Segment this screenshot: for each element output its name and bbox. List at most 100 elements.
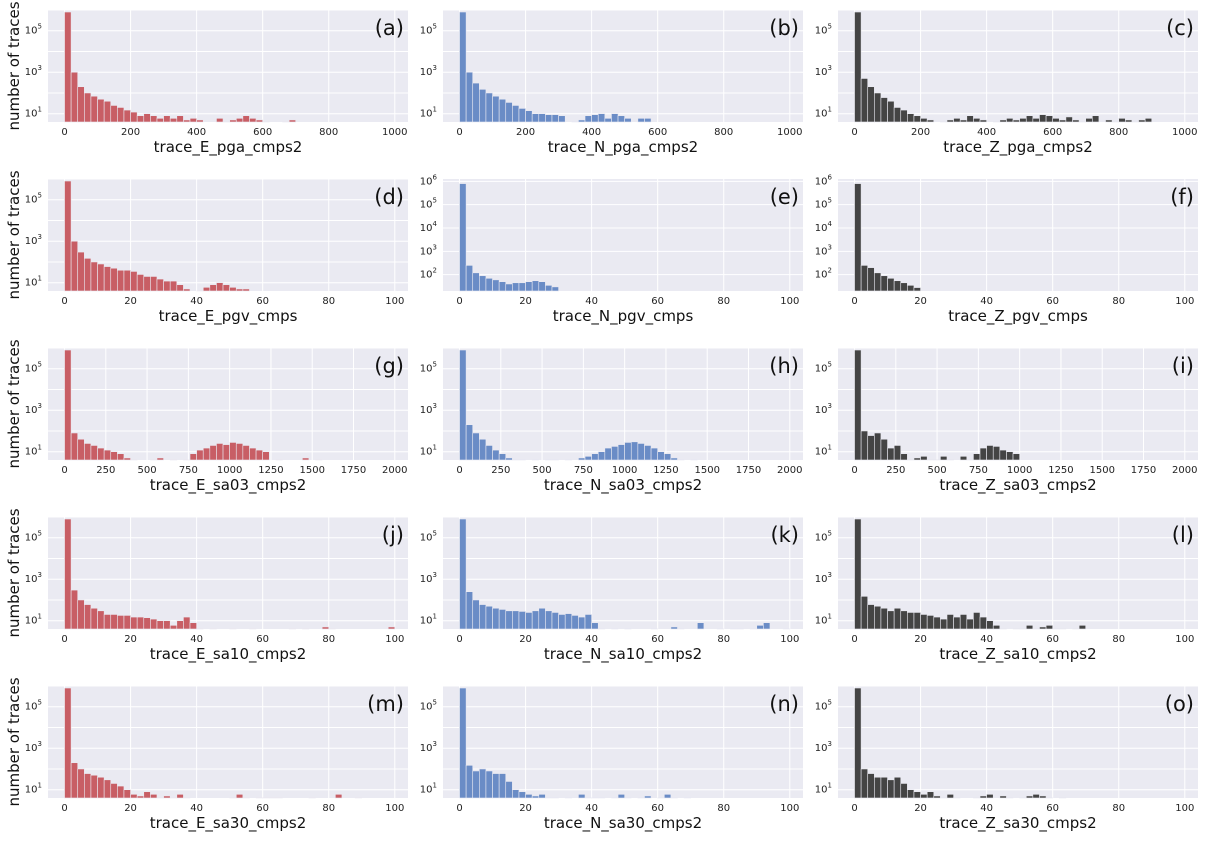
y-tick-exponent: 5 xyxy=(433,197,437,205)
histogram-bar xyxy=(1025,625,1034,630)
histogram-bar xyxy=(538,607,546,630)
x-tick-label: 500 xyxy=(138,465,157,476)
plot-area xyxy=(48,686,408,798)
x-tick-label: 0 xyxy=(851,127,857,138)
histogram-bar xyxy=(973,118,981,123)
histogram-bar xyxy=(860,596,869,630)
histogram-bar xyxy=(525,281,533,292)
y-tick-label: 104 xyxy=(420,220,438,234)
x-tick-label: 20 xyxy=(124,634,137,645)
histogram-bar xyxy=(465,765,474,799)
histogram-bar xyxy=(249,118,257,123)
histogram-bar xyxy=(973,453,981,461)
x-tick-label: 600 xyxy=(648,127,667,138)
x-tick-label: 40 xyxy=(585,634,598,645)
histogram-bar xyxy=(900,282,908,292)
histogram-bar xyxy=(578,119,586,123)
histogram-bar xyxy=(545,114,553,123)
x-tick-label: 200 xyxy=(516,127,535,138)
x-tick-label: 40 xyxy=(980,634,993,645)
histogram-bar xyxy=(242,445,250,461)
histogram-bar xyxy=(84,443,92,461)
histogram-bar xyxy=(999,449,1007,461)
histogram-bar xyxy=(229,119,237,123)
x-axis-label: trace_E_sa30_cmps2 xyxy=(150,814,307,833)
y-tick-label: 103 xyxy=(25,571,42,585)
histogram-bar xyxy=(953,616,961,630)
histogram-bar xyxy=(644,118,652,123)
histogram-bar xyxy=(578,794,586,799)
histogram-bar xyxy=(854,518,862,630)
histogram-bar xyxy=(70,71,79,123)
x-tick-label: 0 xyxy=(851,296,857,307)
histogram-bar xyxy=(1039,795,1047,799)
histogram-bar xyxy=(117,785,125,799)
y-tick-exponent: 5 xyxy=(828,699,832,707)
histogram-bar xyxy=(97,263,105,292)
x-tick-label: 0 xyxy=(456,803,462,814)
x-tick-label: 80 xyxy=(1112,296,1125,307)
y-tick-exponent: 1 xyxy=(828,106,832,114)
histogram-bar xyxy=(880,97,888,123)
y-tick-exponent: 3 xyxy=(38,740,42,748)
panel-label: (k) xyxy=(770,523,799,547)
histogram-bar xyxy=(136,274,145,292)
histogram-bar xyxy=(953,118,961,123)
x-tick-label: 60 xyxy=(256,296,269,307)
histogram-bar xyxy=(597,113,606,123)
histogram-bar xyxy=(854,687,862,799)
histogram-bar xyxy=(657,451,665,461)
histogram-bar xyxy=(874,432,882,461)
x-tick-label: 40 xyxy=(585,296,598,307)
y-tick-exponent: 5 xyxy=(828,23,832,31)
x-tick-label: 80 xyxy=(322,634,335,645)
histogram-bar xyxy=(216,443,224,461)
x-tick-label: 80 xyxy=(322,803,335,814)
histogram-bar xyxy=(196,449,204,461)
histogram-bar xyxy=(242,288,250,292)
histogram-bar xyxy=(999,119,1007,123)
y-tick-label: 105 xyxy=(25,699,42,713)
histogram-bar xyxy=(156,620,164,630)
y-tick-label: 105 xyxy=(815,197,832,211)
x-tick-label: 0 xyxy=(61,127,67,138)
x-tick-label: 250 xyxy=(491,465,510,476)
histogram-bar xyxy=(97,98,105,123)
histogram-bar xyxy=(867,86,875,123)
x-tick-label: 800 xyxy=(1109,127,1128,138)
y-tick-label: 103 xyxy=(815,571,832,585)
histogram-bar xyxy=(183,119,191,123)
x-tick-label: 40 xyxy=(980,803,993,814)
histogram-bar xyxy=(946,119,954,123)
y-tick-label: 102 xyxy=(815,267,832,281)
y-tick-label: 101 xyxy=(25,782,42,796)
x-tick-label: 0 xyxy=(61,465,67,476)
x-tick-label: 1000 xyxy=(217,465,242,476)
histogram-panel: 0 20 40 60 80 100 101 103 105 trace_N_sa10_cmps2 (… xyxy=(420,516,803,664)
histogram-bar xyxy=(604,447,612,461)
y-tick-label: 101 xyxy=(815,782,832,796)
y-tick-label: 103 xyxy=(420,64,437,78)
histogram-bar xyxy=(630,441,639,461)
histogram-bar xyxy=(123,789,131,799)
histogram-bar xyxy=(498,281,507,292)
x-tick-label: 1000 xyxy=(1172,127,1197,138)
y-tick-exponent: 1 xyxy=(38,106,42,114)
histogram-bar xyxy=(1072,119,1080,123)
x-tick-label: 60 xyxy=(256,634,269,645)
x-tick-label: 1250 xyxy=(1048,465,1073,476)
histogram-bar xyxy=(867,604,875,630)
histogram-bar xyxy=(1078,625,1087,630)
histogram-bar xyxy=(907,789,915,799)
y-tick-label: 103 xyxy=(815,740,832,754)
histogram-bar xyxy=(1039,114,1047,123)
x-tick-label: 1000 xyxy=(382,127,407,138)
y-tick-exponent: 1 xyxy=(38,275,42,283)
histogram-bar xyxy=(1006,118,1014,123)
plot-area xyxy=(838,179,1198,291)
histogram-bar xyxy=(70,240,79,292)
histogram-bar xyxy=(854,183,862,292)
x-tick-label: 40 xyxy=(190,803,203,814)
y-tick-label: 105 xyxy=(420,530,437,544)
